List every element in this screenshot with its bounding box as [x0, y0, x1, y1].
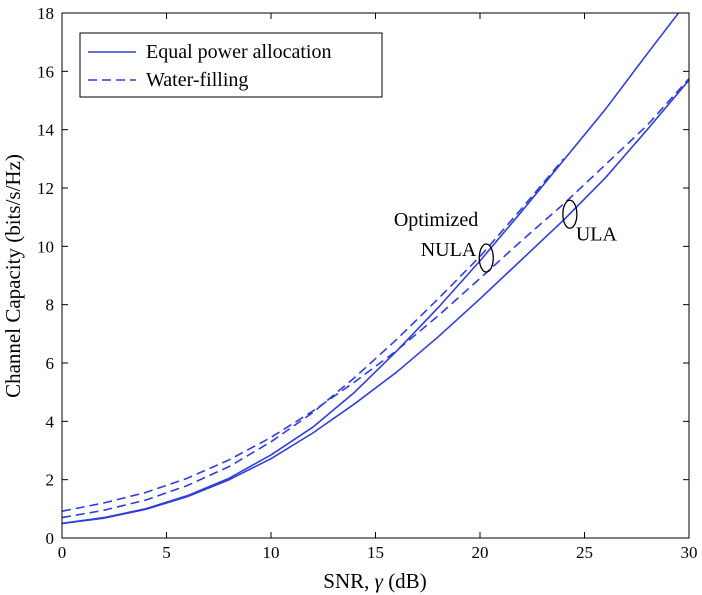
y-tick-label: 10 — [37, 237, 54, 256]
x-axis-label-prefix: SNR, — [323, 569, 374, 593]
series-ula-solid — [61, 79, 690, 525]
series-nula-dashed — [61, 158, 565, 519]
x-axis-label-suffix: (dB) — [383, 569, 427, 593]
x-tick-label: 25 — [576, 543, 593, 562]
annotation-optimized-label: Optimized — [394, 209, 478, 231]
plot-frame — [61, 12, 690, 539]
y-tick-label: 6 — [46, 354, 55, 373]
x-tick-label: 10 — [263, 543, 280, 562]
x-tick-label: 20 — [472, 543, 489, 562]
annotation-ellipse — [478, 243, 494, 273]
y-axis-label: Channel Capacity (bits/s/Hz) — [1, 154, 25, 398]
series-ula-dashed — [61, 78, 690, 512]
y-tick-label: 12 — [37, 179, 54, 198]
x-tick-label: 15 — [367, 543, 384, 562]
ticks-layer: 0 5 10 15 20 25 30 0 2 4 6 8 10 12 14 16 18 — [37, 4, 698, 562]
annotation-nula-label: NULA — [421, 239, 477, 261]
y-tick-label: 0 — [46, 529, 55, 548]
legend-label-water-filling: Water-filling — [146, 69, 248, 91]
annotation-layer: Optimized NULA ULA — [394, 199, 618, 273]
y-tick-label: 16 — [37, 62, 54, 81]
y-tick-label: 8 — [46, 296, 55, 315]
y-tick-label: 4 — [46, 412, 55, 431]
annotation-ula-label: ULA — [576, 223, 618, 245]
series-layer — [61, 12, 690, 525]
x-tick-label: 5 — [162, 543, 171, 562]
x-tick-label: 30 — [681, 543, 698, 562]
annotation-ellipse — [562, 199, 578, 229]
x-axis-label: SNR, γ (dB) — [323, 569, 426, 593]
x-axis-label-symbol: γ — [375, 569, 384, 593]
y-tick-label: 18 — [37, 4, 54, 23]
legend: Equal power allocation Water-filling — [79, 32, 383, 98]
legend-box — [79, 32, 383, 98]
y-tick-label: 2 — [46, 471, 55, 490]
legend-label-equal-power: Equal power allocation — [146, 41, 332, 63]
x-tick-label: 0 — [58, 543, 67, 562]
y-tick-label: 14 — [37, 121, 55, 140]
